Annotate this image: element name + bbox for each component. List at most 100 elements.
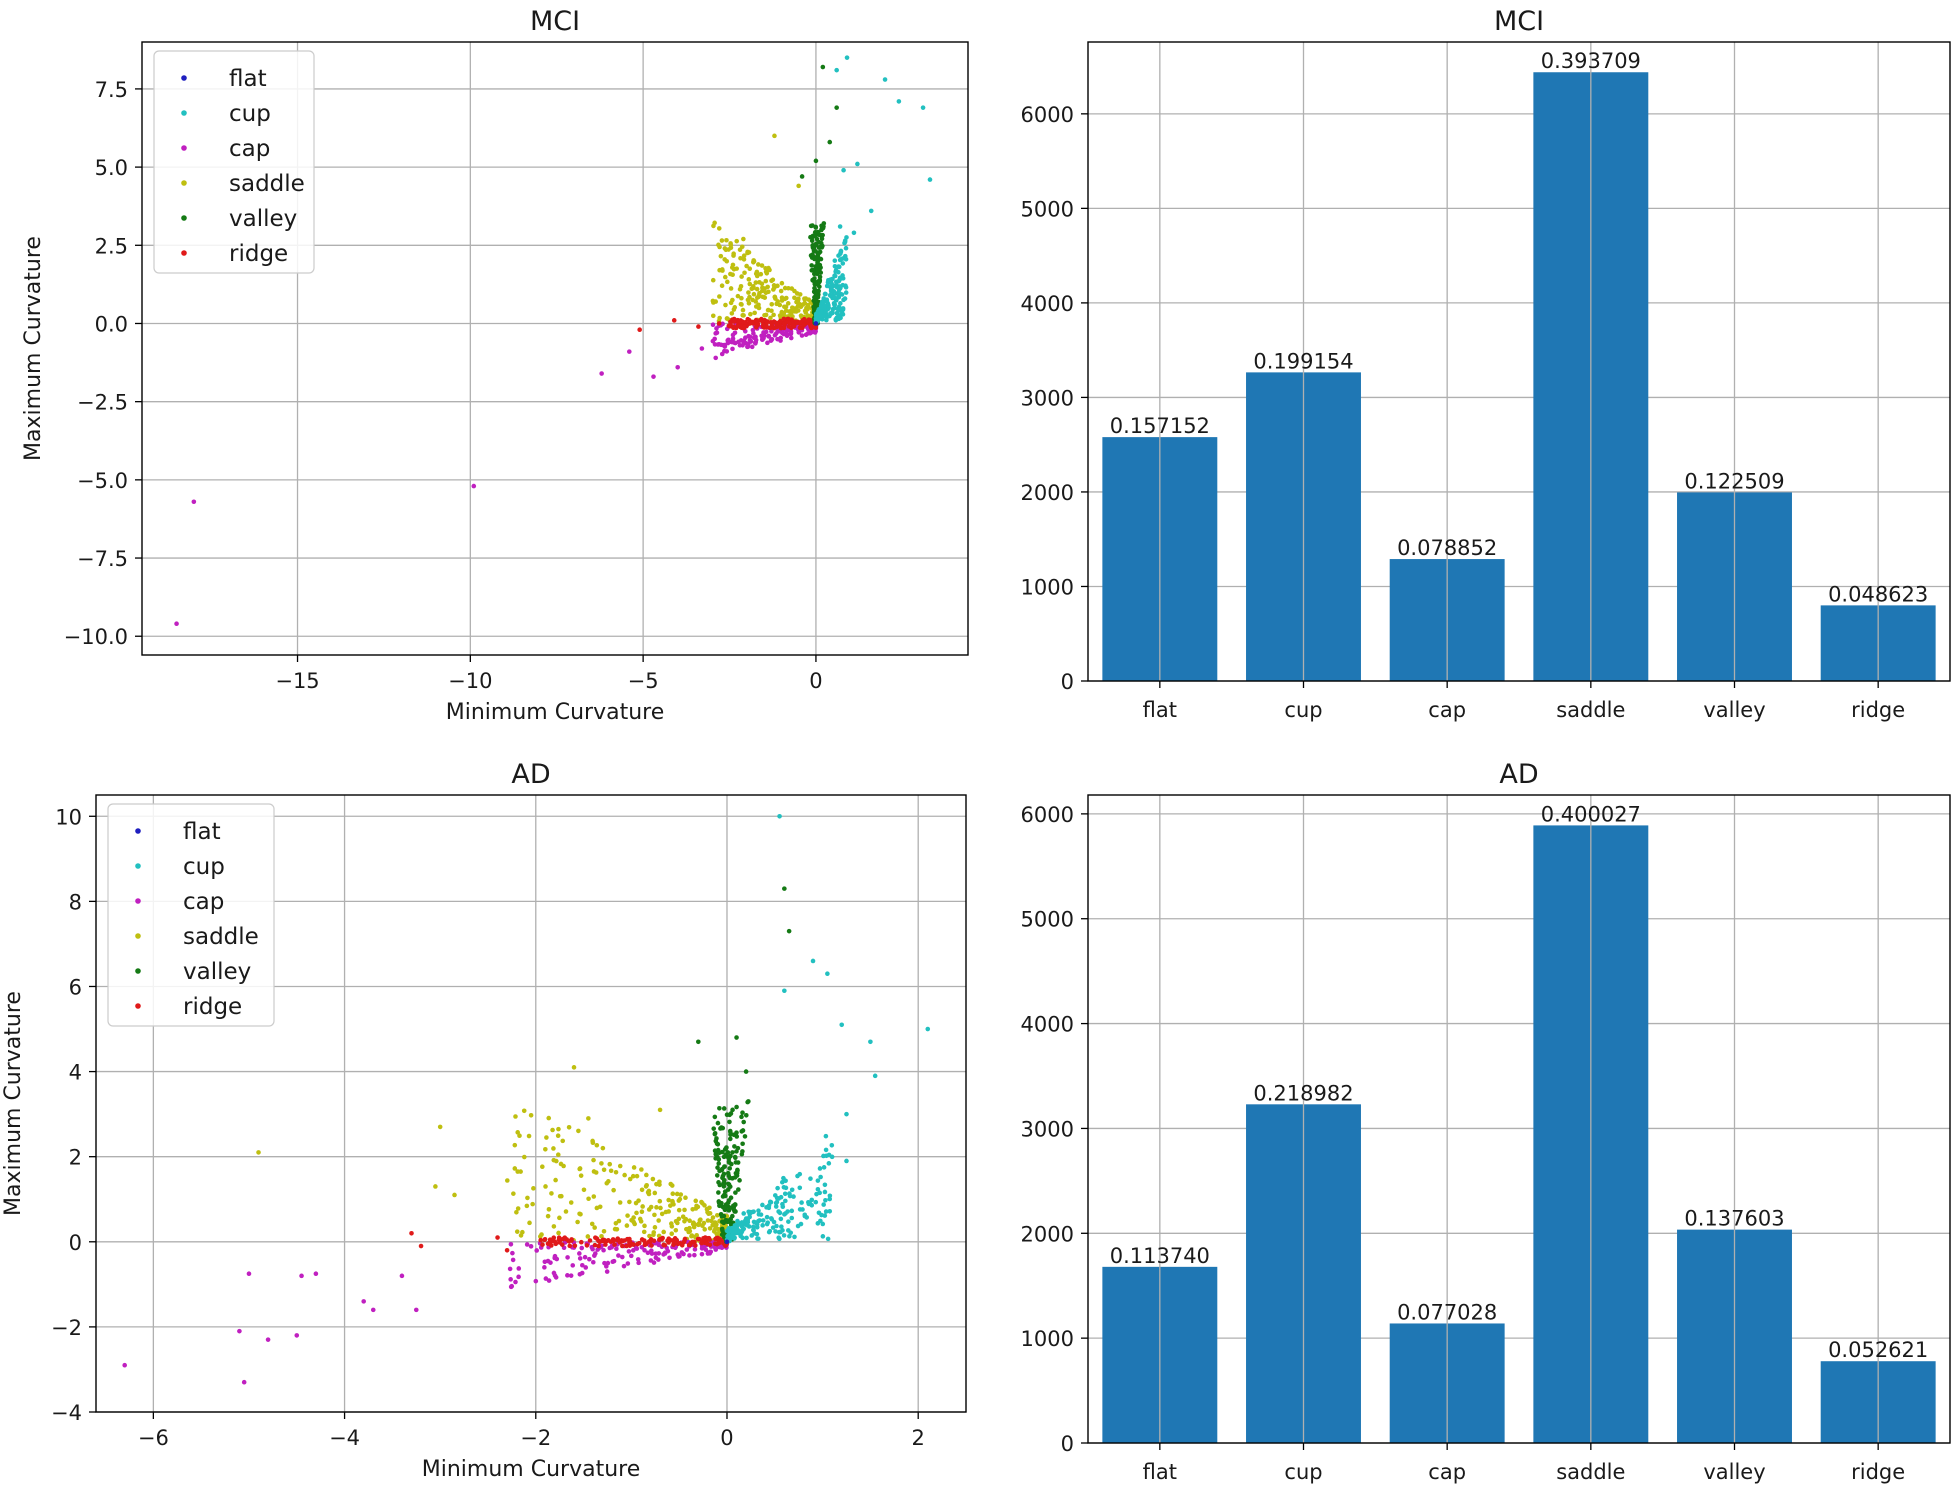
cup-point (746, 1209, 751, 1215)
saddle-point (734, 266, 739, 271)
valley-point (696, 1039, 701, 1045)
saddle-point (593, 1170, 599, 1175)
y-tick-label: 0 (1061, 1432, 1074, 1456)
ridge-point (665, 1238, 670, 1244)
cup-point (799, 1200, 804, 1205)
x-tick-label: −15 (275, 669, 319, 693)
cup-point (840, 261, 846, 266)
saddle-point (676, 1207, 682, 1213)
valley-point (743, 1112, 749, 1118)
saddle-point (751, 258, 756, 263)
saddle-point (433, 1184, 438, 1189)
saddle-point (724, 237, 729, 243)
cup-point (841, 297, 846, 303)
cup-point (773, 1204, 779, 1209)
saddle-point (590, 1140, 596, 1146)
saddle-point (594, 1205, 600, 1211)
saddle-point (601, 1228, 607, 1234)
saddle-point (528, 1112, 534, 1118)
saddle-point (652, 1212, 657, 1218)
saddle-point (591, 1157, 596, 1163)
saddle-point (795, 300, 801, 305)
saddle-point (725, 279, 730, 285)
valley-point (808, 234, 813, 240)
cap-point (508, 1284, 514, 1290)
ridge-point (592, 1242, 598, 1248)
saddle-point (740, 307, 746, 313)
valley-point (739, 1129, 745, 1134)
cap-point (746, 341, 751, 347)
cap-point (552, 1253, 558, 1259)
saddle-point (452, 1192, 457, 1198)
saddle-point (740, 312, 746, 318)
bar-value-label-cap: 0.077028 (1397, 1300, 1497, 1324)
ridge-point (681, 1238, 687, 1244)
cup-point (766, 1205, 772, 1211)
bar-value-label-saddle: 0.400027 (1541, 802, 1641, 826)
ridge-point (562, 1235, 568, 1240)
ridge-point (715, 1235, 721, 1241)
ridge-point (642, 1238, 647, 1244)
legend-label-flat: flat (229, 66, 267, 92)
ridge-point (753, 324, 759, 330)
cup-point (802, 1212, 808, 1218)
x-tick-label-valley: valley (1703, 698, 1765, 722)
cup-point (838, 248, 844, 254)
ridge-point (627, 1236, 632, 1242)
cup-point (776, 1235, 781, 1241)
cup-point (817, 1190, 822, 1196)
saddle-point (729, 265, 735, 270)
cup-point (841, 167, 846, 173)
saddle-point (563, 1209, 569, 1214)
valley-point (834, 105, 839, 110)
saddle-point (739, 302, 744, 307)
y-axis-label: Maximum Curvature (1, 991, 26, 1216)
saddle-point (682, 1207, 687, 1213)
saddle-point (591, 1194, 597, 1199)
cap-point (699, 1251, 705, 1257)
legend-label-cup: cup (229, 101, 271, 127)
valley-point (812, 305, 817, 310)
legend-marker-flat (181, 75, 187, 81)
cap-point (649, 1251, 655, 1256)
cup-point (823, 1147, 829, 1153)
cap-point (784, 333, 790, 339)
saddle-point (778, 288, 784, 294)
valley-point (726, 1156, 732, 1161)
valley-point (716, 1190, 721, 1195)
cup-point (741, 1211, 746, 1216)
saddle-point (553, 1177, 558, 1183)
y-tick-label: 6000 (1021, 103, 1074, 127)
saddle-point (739, 274, 744, 279)
saddle-point (710, 277, 716, 283)
plot-frame (1087, 794, 1951, 1444)
saddle-point (687, 1218, 692, 1224)
saddle-point (712, 1220, 718, 1225)
saddle-point (719, 238, 725, 243)
saddle-point (530, 1201, 535, 1207)
cap-point (807, 330, 813, 336)
cup-point (822, 1189, 828, 1195)
saddle-point (631, 1165, 637, 1170)
valley-point (728, 1216, 734, 1222)
valley-point (721, 1106, 727, 1111)
cup-point (760, 1202, 765, 1208)
cup-point (764, 1214, 770, 1220)
cap-point (645, 1250, 651, 1256)
saddle-point (551, 1224, 557, 1229)
saddle-point (644, 1182, 649, 1188)
x-tick-label-cap: cap (1428, 1460, 1466, 1484)
valley-point (728, 1111, 734, 1116)
saddle-point (680, 1214, 686, 1219)
valley-point (727, 1166, 733, 1171)
saddle-point (512, 1142, 518, 1148)
x-tick-label: −4 (329, 1426, 360, 1450)
cup-point (872, 1073, 878, 1079)
ridge-point (409, 1230, 414, 1236)
saddle-point (717, 315, 722, 321)
saddle-point (714, 1212, 720, 1218)
cap-point (191, 499, 197, 505)
saddle-point (540, 1164, 545, 1170)
saddle-point (670, 1198, 675, 1204)
valley-point (716, 1200, 722, 1206)
